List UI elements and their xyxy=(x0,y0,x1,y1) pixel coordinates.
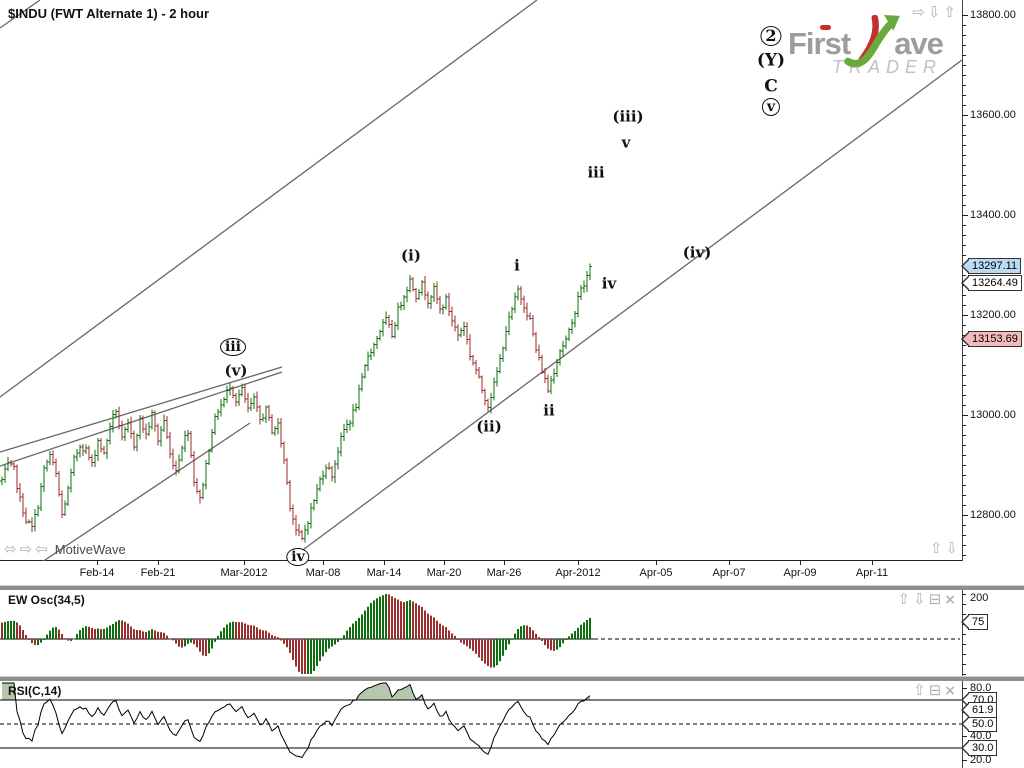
elliott-wave-label[interactable]: (i) xyxy=(401,246,421,265)
ewo-canvas[interactable] xyxy=(0,590,962,676)
elliott-wave-label[interactable]: (Y) xyxy=(756,50,786,71)
rsi-indicator-label: RSI(C,14) xyxy=(8,684,62,698)
elliott-wave-label[interactable]: iii xyxy=(220,338,246,356)
close-panel-icon[interactable]: × xyxy=(944,682,956,699)
logo-text-first: First xyxy=(788,25,851,61)
ewo-axis[interactable] xyxy=(962,590,1024,676)
close-panel-icon[interactable]: × xyxy=(944,591,956,608)
pan-right-icon[interactable]: ⇨ xyxy=(912,3,925,21)
elliott-wave-label[interactable]: iv xyxy=(286,548,310,566)
time-axis[interactable] xyxy=(0,561,1024,585)
elliott-wave-label[interactable]: C xyxy=(764,76,778,97)
logo-red-dash-icon xyxy=(820,25,831,30)
rsi-axis[interactable] xyxy=(962,681,1024,768)
scroll-down-icon[interactable]: ⇩ xyxy=(945,539,958,557)
elliott-wave-label[interactable]: ii xyxy=(543,401,555,420)
scroll-up-icon[interactable]: ⇧ xyxy=(929,539,943,557)
move-panel-down-icon[interactable]: ⇩ xyxy=(913,590,926,608)
chart-title: $INDU (FWT Alternate 1) - 2 hour xyxy=(8,6,210,21)
panel-divider[interactable] xyxy=(0,676,1024,681)
rsi-panel-controls: ⇧ ⊟ × xyxy=(913,683,956,698)
elliott-wave-label[interactable]: (iv) xyxy=(682,243,712,262)
elliott-wave-label[interactable]: iv xyxy=(601,274,617,293)
elliott-wave-label[interactable]: (ii) xyxy=(476,417,502,436)
elliott-wave-label[interactable]: i xyxy=(514,256,520,275)
elliott-wave-label[interactable]: 2 xyxy=(760,26,782,46)
rsi-panel[interactable]: RSI(C,14) ⇧ ⊟ × xyxy=(0,681,962,768)
pan-horizontal-icon[interactable]: ⬄ xyxy=(4,540,17,558)
scroll-down-icon[interactable]: ⇩ xyxy=(927,3,941,21)
elliott-wave-label[interactable]: iii xyxy=(587,163,605,182)
rsi-canvas[interactable] xyxy=(0,681,962,768)
firstwave-trader-logo: First ave TRADER xyxy=(788,15,968,86)
ewo-indicator-label: EW Osc(34,5) xyxy=(8,593,85,607)
elliott-wave-label[interactable]: v xyxy=(761,98,781,116)
elliott-wave-label[interactable]: (v) xyxy=(224,361,248,380)
pan-left-icon[interactable]: ⇦ xyxy=(35,540,48,558)
logo-wave-icon xyxy=(844,15,901,67)
elliott-wave-label[interactable]: v xyxy=(621,133,631,152)
ewo-panel-controls: ⇧ ⇩ ⊟ × xyxy=(898,592,956,607)
logo-text-ave: ave xyxy=(894,25,944,61)
watermark-text: MotiveWave xyxy=(54,542,126,557)
restore-panel-icon[interactable]: ⊟ xyxy=(928,681,942,699)
motivewave-watermark: ⬄ ⇨ ⇦ MotiveWave xyxy=(4,540,126,558)
elliott-wave-label[interactable]: (iii) xyxy=(612,107,644,126)
move-panel-up-icon[interactable]: ⇧ xyxy=(913,681,926,699)
price-axis[interactable] xyxy=(962,0,1024,561)
pan-right-icon[interactable]: ⇨ xyxy=(19,540,33,558)
restore-panel-icon[interactable]: ⊟ xyxy=(928,590,942,608)
chart-scroll-controls: ⇨ ⇩ ⇧ xyxy=(912,5,956,20)
ew-oscillator-panel[interactable]: EW Osc(34,5) ⇧ ⇩ ⊟ × xyxy=(0,590,962,676)
price-chart-panel[interactable]: $INDU (FWT Alternate 1) - 2 hour First a… xyxy=(0,0,962,561)
chart-scroll-controls-bottom: ⇧ ⇩ xyxy=(930,541,958,556)
panel-divider[interactable] xyxy=(0,585,1024,590)
scroll-up-icon[interactable]: ⇧ xyxy=(943,3,956,21)
move-panel-up-icon[interactable]: ⇧ xyxy=(897,590,911,608)
price-chart-canvas[interactable] xyxy=(0,0,962,561)
